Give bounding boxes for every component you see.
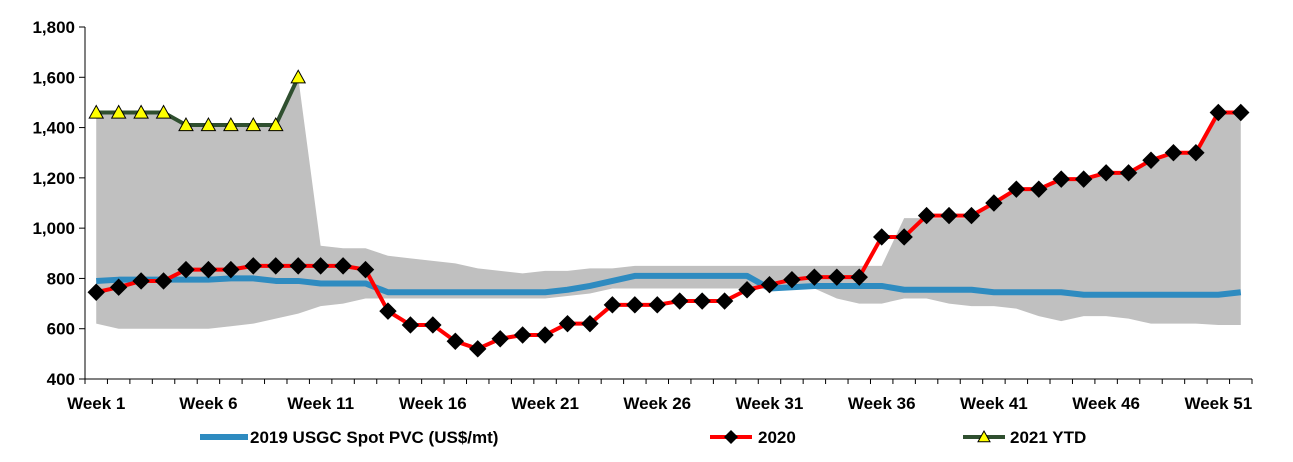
series-2021-point [155, 104, 172, 119]
series-2021-line [96, 76, 301, 128]
x-tick-label: Week 41 [960, 394, 1028, 413]
range-band-layer [96, 77, 1241, 329]
series-2020-point [671, 292, 689, 310]
series-2020-point [603, 296, 622, 314]
series-2020-point [1209, 103, 1228, 122]
x-tick-label: Week 46 [1072, 394, 1140, 413]
legend-marker-2020 [724, 430, 738, 444]
tick-label-layer: 400 600 800 1,000 1,200 1,400 1,600 1,800 Week 1… [32, 18, 1252, 413]
series-2020-point [783, 270, 801, 289]
series-2020-point [648, 296, 666, 314]
series-layer [87, 69, 1250, 358]
series-2020-point [177, 260, 195, 279]
series-2020-point [738, 281, 756, 299]
legend-label-2019: 2019 USGC Spot PVC (US$/mt) [250, 428, 498, 447]
series-2020-point [917, 206, 936, 225]
series-2020-point [222, 260, 240, 279]
series-2020-point [1164, 144, 1183, 162]
series-2020-point [1232, 103, 1250, 122]
series-2020-point [87, 283, 105, 301]
series-2020-point [379, 302, 397, 320]
series-2020-point [154, 272, 173, 290]
series-2020-point [469, 340, 487, 358]
legend-marker-2021 [977, 429, 991, 443]
series-2021-point [245, 117, 262, 132]
series-2020-point [267, 257, 285, 275]
series-2020-point [828, 268, 846, 286]
series-2020-point [558, 314, 577, 333]
series-2019-line [96, 272, 1242, 298]
x-tick-label: Week 1 [67, 394, 125, 413]
legend: 2019 USGC Spot PVC (US$/mt) 2020 2021 YTD [200, 428, 1086, 447]
x-tick-label: Week 36 [848, 394, 916, 413]
series-2021-point [110, 104, 127, 119]
x-tick-label: Week 16 [399, 394, 467, 413]
series-2020-point [715, 292, 734, 310]
y-tick-label: 600 [47, 320, 75, 339]
series-2020-point [1119, 164, 1138, 182]
series-2020-point [581, 314, 599, 333]
series-2021-point [267, 117, 284, 132]
series-2020-point [1097, 164, 1115, 182]
series-2020-point [805, 268, 824, 286]
series-2020-point [1052, 170, 1070, 188]
series-2020-point [109, 278, 128, 296]
x-tick-label: Week 26 [623, 394, 691, 413]
series-2020-point [401, 316, 420, 334]
y-tick-label: 1,200 [32, 169, 75, 188]
series-2020-point [311, 257, 330, 275]
series-2020-point [1187, 144, 1205, 162]
y-tick-label: 400 [47, 370, 75, 389]
series-2020-point [1142, 151, 1160, 169]
series-2020-point [693, 292, 711, 310]
x-tick-label: Week 21 [511, 394, 579, 413]
x-tick-label: Week 51 [1184, 394, 1252, 413]
series-2020-point [289, 257, 307, 275]
y-tick-label: 1,600 [32, 68, 75, 87]
y-tick-label: 1,400 [32, 119, 75, 138]
x-tick-label: Week 31 [736, 394, 804, 413]
series-2020-line [95, 110, 1241, 351]
series-2020-point [1074, 170, 1093, 188]
series-2020-point [872, 228, 891, 246]
series-2020-point [199, 260, 218, 279]
series-2020-point [244, 257, 263, 275]
series-2020-point [1030, 180, 1048, 198]
legend-label-2020: 2020 [758, 428, 796, 447]
series-2020-point [513, 326, 532, 344]
series-2020-point [895, 228, 913, 246]
series-2020-point [356, 260, 375, 279]
legend-label-2021: 2021 YTD [1010, 428, 1086, 447]
series-2020-point [850, 268, 868, 286]
series-2020-point [940, 206, 958, 225]
series-2021-point [133, 104, 149, 119]
y-tick-label: 1,800 [32, 18, 75, 37]
series-2020-point [1007, 180, 1026, 198]
y-tick-label: 1,000 [32, 219, 75, 238]
series-2020-point [132, 272, 150, 290]
series-2021-point [200, 117, 217, 132]
series-2020-point [536, 326, 554, 344]
series-2020-point [985, 194, 1003, 212]
series-2020-point [491, 330, 509, 348]
series-2021-point [223, 117, 239, 132]
y-tick-label: 800 [47, 269, 75, 288]
series-2020-point [334, 257, 352, 275]
x-tick-label: Week 11 [287, 394, 354, 413]
range-band-area [96, 77, 1241, 329]
series-2021-point [290, 69, 307, 84]
series-2020-point [626, 296, 644, 314]
series-2020-point [760, 276, 779, 294]
series-2021-point [178, 117, 194, 132]
axes-layer [79, 26, 1253, 384]
series-2021-point [88, 104, 105, 119]
series-2020-point [962, 206, 981, 225]
series-2020-point [424, 316, 442, 334]
x-tick-label: Week 6 [179, 394, 237, 413]
series-2020-point [446, 332, 465, 350]
